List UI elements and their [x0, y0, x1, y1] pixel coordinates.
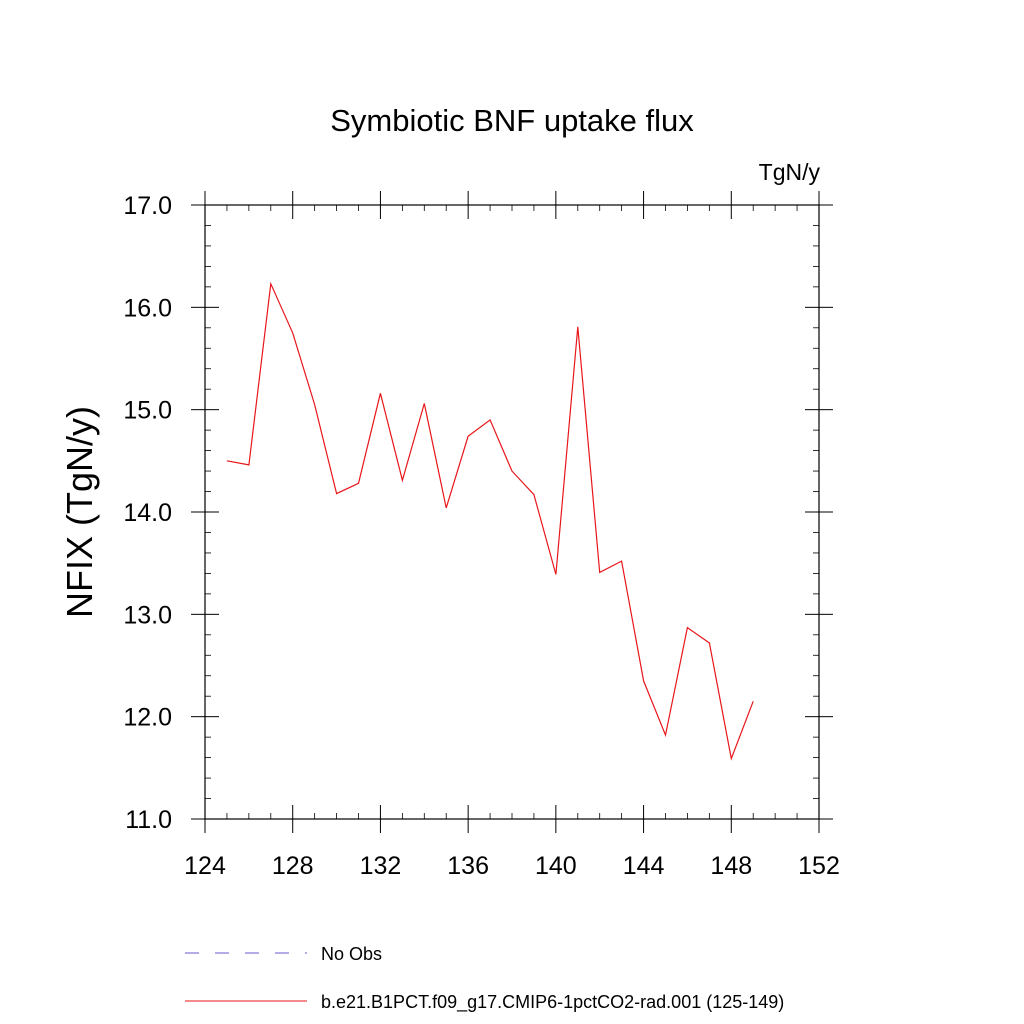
y-tick-label: 12.0 — [123, 704, 172, 732]
series-line-1 — [226, 281, 754, 761]
x-tick-label: 124 — [184, 852, 226, 880]
plot-frame — [204, 204, 820, 820]
x-tick-label: 152 — [798, 852, 840, 880]
y-tick-label: 11.0 — [125, 806, 172, 834]
legend-label: No Obs — [321, 944, 382, 964]
x-tick-label: 148 — [710, 852, 752, 880]
units-label: TgN/y — [759, 159, 821, 185]
x-tick-label: 140 — [535, 852, 577, 880]
y-tick-label: 17.0 — [123, 192, 172, 220]
y-tick-label: 13.0 — [123, 601, 172, 629]
axis-ticks — [191, 191, 833, 833]
x-tick-label: 144 — [623, 852, 665, 880]
x-tick-label: 132 — [360, 852, 402, 880]
y-axis-label: NFIX (TgN/y) — [59, 406, 100, 618]
tick-labels: 124 128 132 136 140 144 148 152 11.0 12.0 13.0 14.0… — [123, 192, 840, 880]
legend-label: b.e21.B1PCT.f09_g17.CMIP6-1pctCO2-rad.00… — [321, 992, 784, 1013]
y-tick-label: 14.0 — [123, 499, 172, 527]
legend: No Obs b.e21.B1PCT.f09_g17.CMIP6-1pctCO2-… — [185, 944, 784, 1013]
y-tick-label: 16.0 — [123, 294, 172, 322]
x-tick-label: 136 — [447, 852, 489, 880]
y-tick-label: 15.0 — [123, 397, 172, 425]
chart-title: Symbiotic BNF uptake flux — [330, 103, 694, 138]
series-layer — [226, 281, 754, 761]
x-tick-label: 128 — [272, 852, 314, 880]
